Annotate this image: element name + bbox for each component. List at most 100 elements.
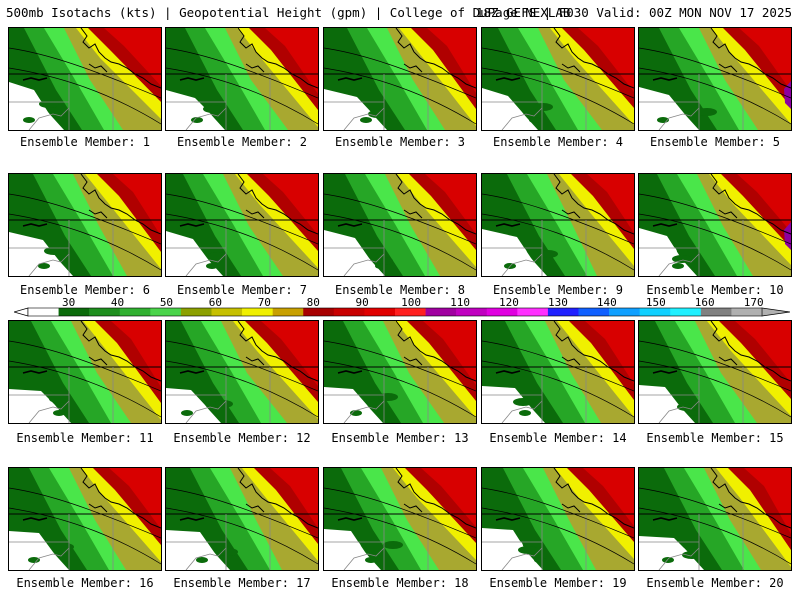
ensemble-member-label: Ensemble Member: 5: [638, 135, 792, 149]
ensemble-member-label: Ensemble Member: 14: [481, 431, 635, 445]
ensemble-map-panel: [8, 320, 162, 424]
colorbar-swatch: [426, 308, 457, 316]
ensemble-map-panel: [323, 320, 477, 424]
colorbar-swatch: [334, 308, 365, 316]
map-image: [639, 174, 791, 276]
ensemble-member-label: Ensemble Member: 8: [323, 283, 477, 297]
ensemble-member-label: Ensemble Member: 7: [165, 283, 319, 297]
map-image: [9, 174, 161, 276]
colorbar-tick-label: 50: [160, 296, 173, 309]
ensemble-member-label: Ensemble Member: 1: [8, 135, 162, 149]
colorbar-swatch: [303, 308, 334, 316]
ensemble-member-label: Ensemble Member: 2: [165, 135, 319, 149]
colorbar-tick-label: 40: [111, 296, 124, 309]
ensemble-member-label: Ensemble Member: 19: [481, 576, 635, 590]
ensemble-member-label: Ensemble Member: 6: [8, 283, 162, 297]
map-image: [166, 174, 318, 276]
colorbar-swatch: [150, 308, 181, 316]
ensemble-map-panel: [481, 27, 635, 131]
ensemble-map-panel: [8, 173, 162, 277]
colorbar-swatch: [212, 308, 243, 316]
colorbar-swatch: [609, 308, 640, 316]
map-image: [482, 28, 634, 130]
colorbar-tick-label: 70: [258, 296, 271, 309]
ensemble-member-label: Ensemble Member: 9: [481, 283, 635, 297]
ensemble-member-label: Ensemble Member: 11: [8, 431, 162, 445]
ensemble-map-panel: [638, 173, 792, 277]
colorbar-swatch: [120, 308, 151, 316]
isotach-colorbar: 30 40 50 60 70 80 90 100 110 120 130 140 150 160 170: [14, 296, 790, 320]
colorbar-swatch: [242, 308, 273, 316]
ensemble-member-label: Ensemble Member: 3: [323, 135, 477, 149]
ensemble-map-panel: [638, 467, 792, 571]
ensemble-map-panel: [165, 320, 319, 424]
ensemble-member-label: Ensemble Member: 13: [323, 431, 477, 445]
colorbar-tick-label: 150: [646, 296, 666, 309]
colorbar-tick-label: 130: [548, 296, 568, 309]
colorbar-swatch: [731, 308, 762, 316]
ensemble-member-label: Ensemble Member: 10: [638, 283, 792, 297]
colorbar-tick-label: 60: [209, 296, 222, 309]
colorbar-swatch: [456, 308, 487, 316]
map-image: [166, 468, 318, 570]
header: 500mb Isotachs (kts) | Geopotential Heig…: [0, 0, 800, 24]
ensemble-map-panel: [638, 27, 792, 131]
colorbar-tick-label: 140: [597, 296, 617, 309]
ensemble-map-panel: [165, 27, 319, 131]
ensemble-map-panel: [323, 27, 477, 131]
map-image: [482, 321, 634, 423]
ensemble-map-panel: [8, 27, 162, 131]
ensemble-map-panel: [165, 467, 319, 571]
ensemble-member-label: Ensemble Member: 17: [165, 576, 319, 590]
ensemble-member-label: Ensemble Member: 16: [8, 576, 162, 590]
map-image: [482, 468, 634, 570]
colorbar-swatch: [28, 308, 59, 316]
colorbar-swatch: [701, 308, 732, 316]
map-image: [639, 28, 791, 130]
ensemble-map-panel: [481, 320, 635, 424]
colorbar-tick-label: 160: [695, 296, 715, 309]
map-image: [324, 28, 476, 130]
colorbar-tick-label: 120: [499, 296, 519, 309]
colorbar-tick-label: 30: [62, 296, 75, 309]
ensemble-map-panel: [165, 173, 319, 277]
colorbar-swatch: [364, 308, 395, 316]
colorbar-swatch: [670, 308, 701, 316]
ensemble-map-panel: [8, 467, 162, 571]
map-image: [324, 468, 476, 570]
ensemble-member-label: Ensemble Member: 12: [165, 431, 319, 445]
map-image: [324, 174, 476, 276]
header-run-info: 18Z GEFS | F030 Valid: 00Z MON NOV 17 20…: [476, 5, 792, 20]
colorbar-swatch: [579, 308, 610, 316]
ensemble-map-panel: [638, 320, 792, 424]
map-image: [9, 468, 161, 570]
colorbar-swatch: [181, 308, 212, 316]
ensemble-map-panel: [323, 467, 477, 571]
map-image: [166, 28, 318, 130]
colorbar-tick-label: 90: [356, 296, 369, 309]
ensemble-member-label: Ensemble Member: 20: [638, 576, 792, 590]
map-image: [166, 321, 318, 423]
map-image: [324, 321, 476, 423]
colorbar-tick-label: 80: [307, 296, 320, 309]
colorbar-swatch: [89, 308, 120, 316]
colorbar-swatch: [487, 308, 518, 316]
ensemble-member-label: Ensemble Member: 18: [323, 576, 477, 590]
colorbar-tick-label: 170: [744, 296, 764, 309]
map-image: [9, 28, 161, 130]
colorbar-swatch: [548, 308, 579, 316]
map-image: [482, 174, 634, 276]
colorbar-swatch: [517, 308, 548, 316]
ensemble-map-panel: [323, 173, 477, 277]
colorbar-swatch: [273, 308, 304, 316]
ensemble-map-panel: [481, 467, 635, 571]
map-image: [639, 321, 791, 423]
ensemble-map-panel: [481, 173, 635, 277]
ensemble-member-label: Ensemble Member: 4: [481, 135, 635, 149]
ensemble-member-label: Ensemble Member: 15: [638, 431, 792, 445]
colorbar-swatch: [59, 308, 90, 316]
map-image: [9, 321, 161, 423]
colorbar-tick-label: 100: [401, 296, 421, 309]
colorbar-tick-label: 110: [450, 296, 470, 309]
colorbar-swatch: [640, 308, 671, 316]
